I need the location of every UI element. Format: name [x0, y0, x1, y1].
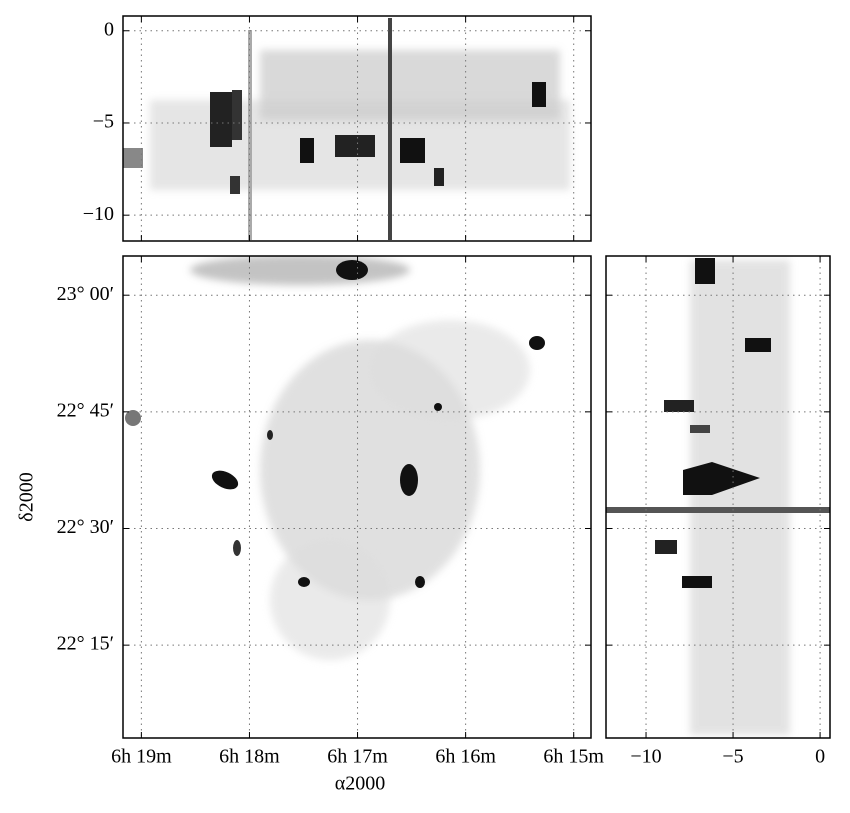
x-tick-label: 6h 18m [219, 746, 280, 768]
y-tick-label: 0 [104, 18, 114, 40]
y-tick-label: 22° 30′ [57, 516, 114, 538]
sky-image [125, 256, 545, 660]
x-tick-label: 6h 16m [435, 746, 496, 768]
panel-frame [122, 255, 592, 739]
panel-frame [122, 15, 592, 242]
x-tick-label: 0 [815, 746, 825, 768]
y-axis-label: δ2000 [16, 472, 38, 521]
projection-image-right [606, 258, 830, 735]
y-tick-label: −5 [93, 111, 114, 133]
x-tick-label: −10 [630, 746, 661, 768]
panel-frame [605, 255, 831, 739]
x-tick-label: 6h 15m [543, 746, 604, 768]
y-tick-label: −10 [83, 203, 114, 225]
projection-image-top [123, 18, 570, 240]
x-tick-label: 6h 17m [327, 746, 388, 768]
x-tick-label: 6h 19m [111, 746, 172, 768]
x-tick-label: −5 [722, 746, 743, 768]
y-tick-label: 23° 00′ [57, 283, 114, 305]
y-tick-label: 22° 15′ [57, 633, 114, 655]
x-axis-label: α2000 [335, 773, 385, 795]
y-tick-label: 22° 45′ [57, 399, 114, 421]
